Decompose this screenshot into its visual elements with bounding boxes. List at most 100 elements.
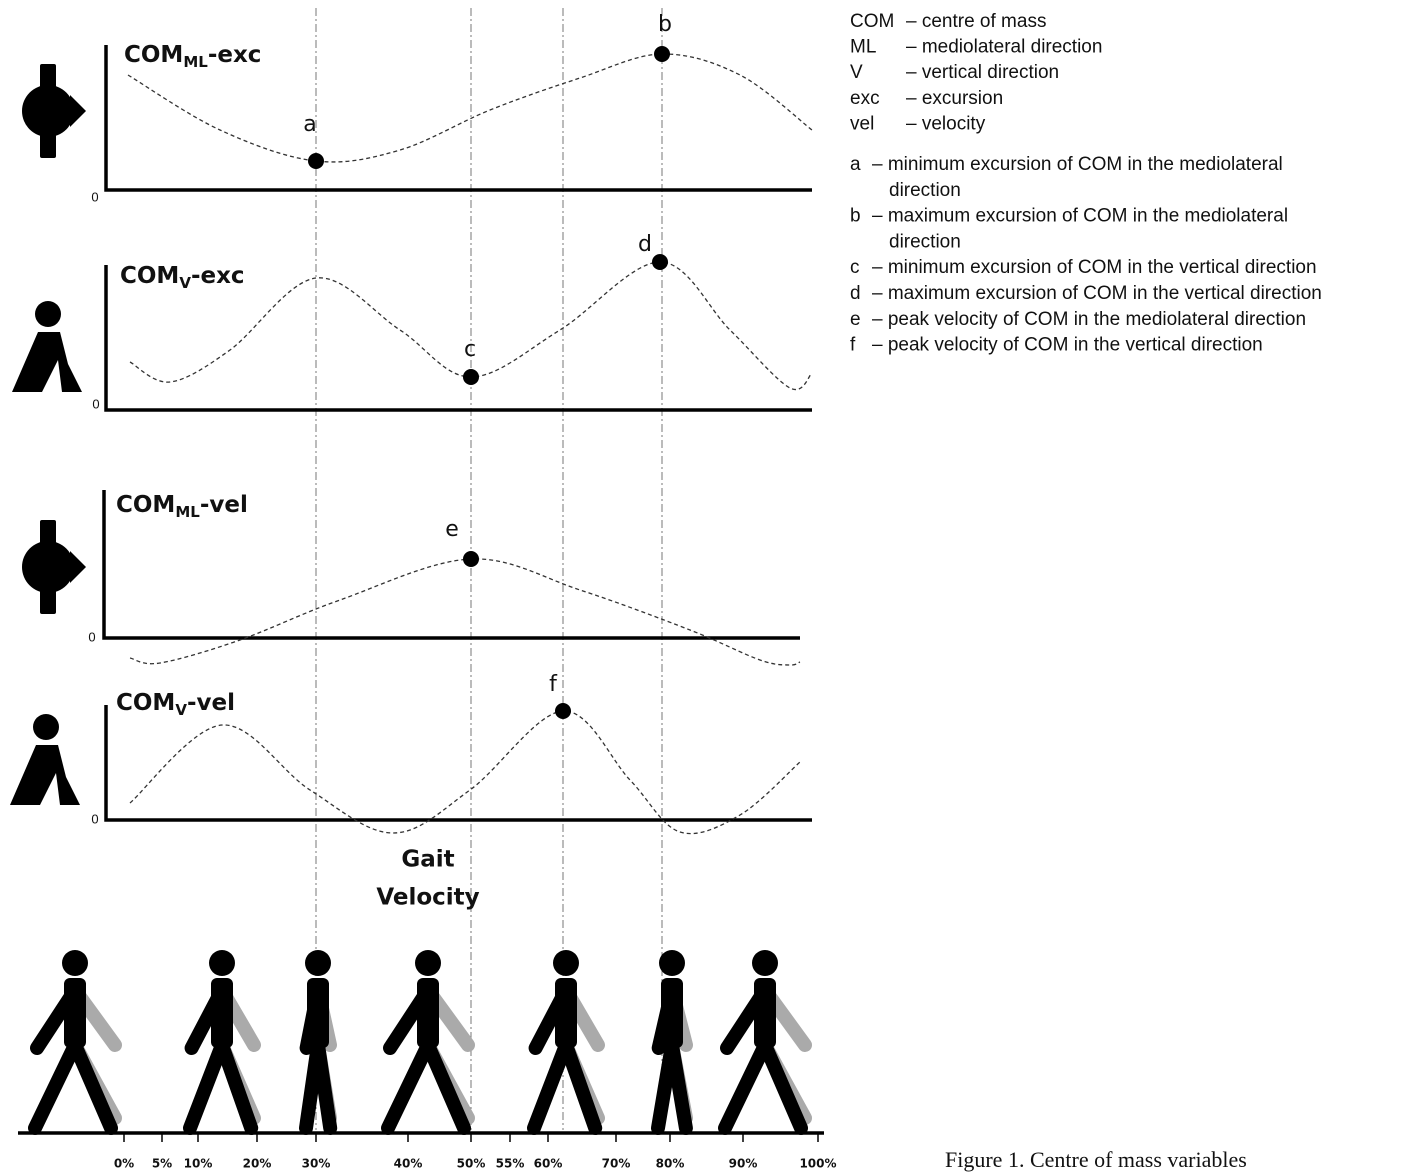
head [305, 950, 331, 976]
icons [10, 64, 805, 1128]
title-main: COM [116, 690, 175, 716]
zero-label: 0 [92, 396, 99, 411]
icon-head [33, 714, 59, 740]
legend-definition: – peak velocity of COM in the vertical d… [872, 335, 1263, 356]
panel-title: COMML-vel [116, 492, 248, 521]
legend-definition: – maximum excursion of COM in the vertic… [872, 283, 1322, 304]
tick-label: 40% [394, 1157, 423, 1171]
head [553, 950, 579, 976]
icon-body [12, 332, 82, 392]
limb [725, 1045, 765, 1128]
walking-figure [190, 950, 254, 1128]
legend-term: exc [850, 88, 880, 109]
title-sub: V [179, 274, 191, 292]
icon-body [10, 745, 80, 805]
legend-key: d [850, 283, 861, 304]
legend-key: f [850, 335, 856, 356]
legend-definition: – minimum excursion of COM in the vertic… [872, 257, 1317, 278]
tick-label: 80% [656, 1157, 685, 1171]
legend-definition: – maximum excursion of COM in the mediol… [872, 206, 1288, 227]
legend-definition: direction [889, 180, 961, 201]
gait-label: Velocity [376, 885, 479, 911]
tick-label: 0% [114, 1157, 134, 1171]
legend-key: a [850, 154, 861, 175]
zero-label: 0 [91, 811, 98, 826]
key-point [654, 46, 670, 62]
legend-key: b [850, 206, 861, 227]
panel-title: COMML-exc [124, 42, 261, 71]
title-suffix: -exc [208, 42, 262, 68]
walking-figure [35, 950, 115, 1128]
key-point [463, 369, 479, 385]
legend-definition: – centre of mass [906, 11, 1046, 32]
point-label: a [303, 112, 316, 137]
tick-label: 60% [534, 1157, 563, 1171]
axis [106, 705, 812, 820]
gait-label: Gait [401, 847, 454, 873]
icon-head [35, 301, 61, 327]
curve [130, 559, 800, 665]
title-sub: V [175, 701, 187, 719]
walking-figure [534, 950, 598, 1128]
title-suffix: -vel [187, 690, 235, 716]
title-suffix: -exc [191, 263, 245, 289]
key-point [652, 254, 668, 270]
title-sub: ML [183, 53, 208, 71]
point-label: d [638, 232, 652, 257]
legend-definition: – excursion [906, 88, 1003, 109]
panel-title: COMV-vel [116, 690, 235, 719]
zero-label: 0 [88, 629, 95, 644]
head [209, 950, 235, 976]
tick-label: 5% [152, 1157, 172, 1171]
title-main: COM [124, 42, 183, 68]
tick-label: 70% [602, 1157, 631, 1171]
point-label: b [658, 12, 672, 37]
walking-figure [725, 950, 805, 1128]
walking-figure [305, 950, 331, 1128]
legend-term: COM [850, 11, 894, 32]
legend-definition: – vertical direction [906, 62, 1059, 83]
legend-definition: – minimum excursion of COM in the mediol… [872, 154, 1283, 175]
key-point [463, 551, 479, 567]
point-label: c [464, 337, 476, 362]
head [62, 950, 88, 976]
title-main: COM [120, 263, 179, 289]
limb [190, 1045, 222, 1128]
icon-arrow [70, 551, 86, 583]
head [659, 950, 685, 976]
limb [534, 1045, 566, 1128]
curve [128, 54, 812, 162]
tick-label: 10% [184, 1157, 213, 1171]
head [752, 950, 778, 976]
limb [672, 1045, 686, 1128]
limb [35, 1045, 75, 1128]
legend-definition: – peak velocity of COM in the mediolater… [872, 309, 1306, 330]
figure: Figure 1. Centre of mass variables COMML… [0, 0, 1404, 1173]
head [415, 950, 441, 976]
legend-term: vel [850, 113, 874, 134]
tick-label: 50% [457, 1157, 486, 1171]
limb [388, 1045, 428, 1128]
tick-label: 20% [243, 1157, 272, 1171]
legend-key: e [850, 309, 861, 330]
point-label: f [549, 672, 558, 697]
legend-definition: – velocity [906, 113, 986, 134]
icon-body [22, 541, 74, 593]
legend-key: c [850, 257, 860, 278]
icon-body [22, 85, 74, 137]
legend-term: ML [850, 37, 876, 58]
walking-figure [658, 950, 686, 1128]
tick-label: 30% [302, 1157, 331, 1171]
caption: Figure 1. Centre of mass variables [945, 1147, 1247, 1172]
vertical-guides [316, 8, 662, 1130]
key-point [555, 703, 571, 719]
tick-label: 100% [799, 1157, 836, 1171]
legend-term: V [850, 62, 863, 83]
title-suffix: -vel [200, 492, 248, 518]
limb [318, 1045, 330, 1128]
title-main: COM [116, 492, 175, 518]
legend-definition: direction [889, 231, 961, 252]
legend-definition: – mediolateral direction [906, 37, 1102, 58]
point-label: e [445, 517, 459, 542]
icon-arrow [70, 95, 86, 127]
